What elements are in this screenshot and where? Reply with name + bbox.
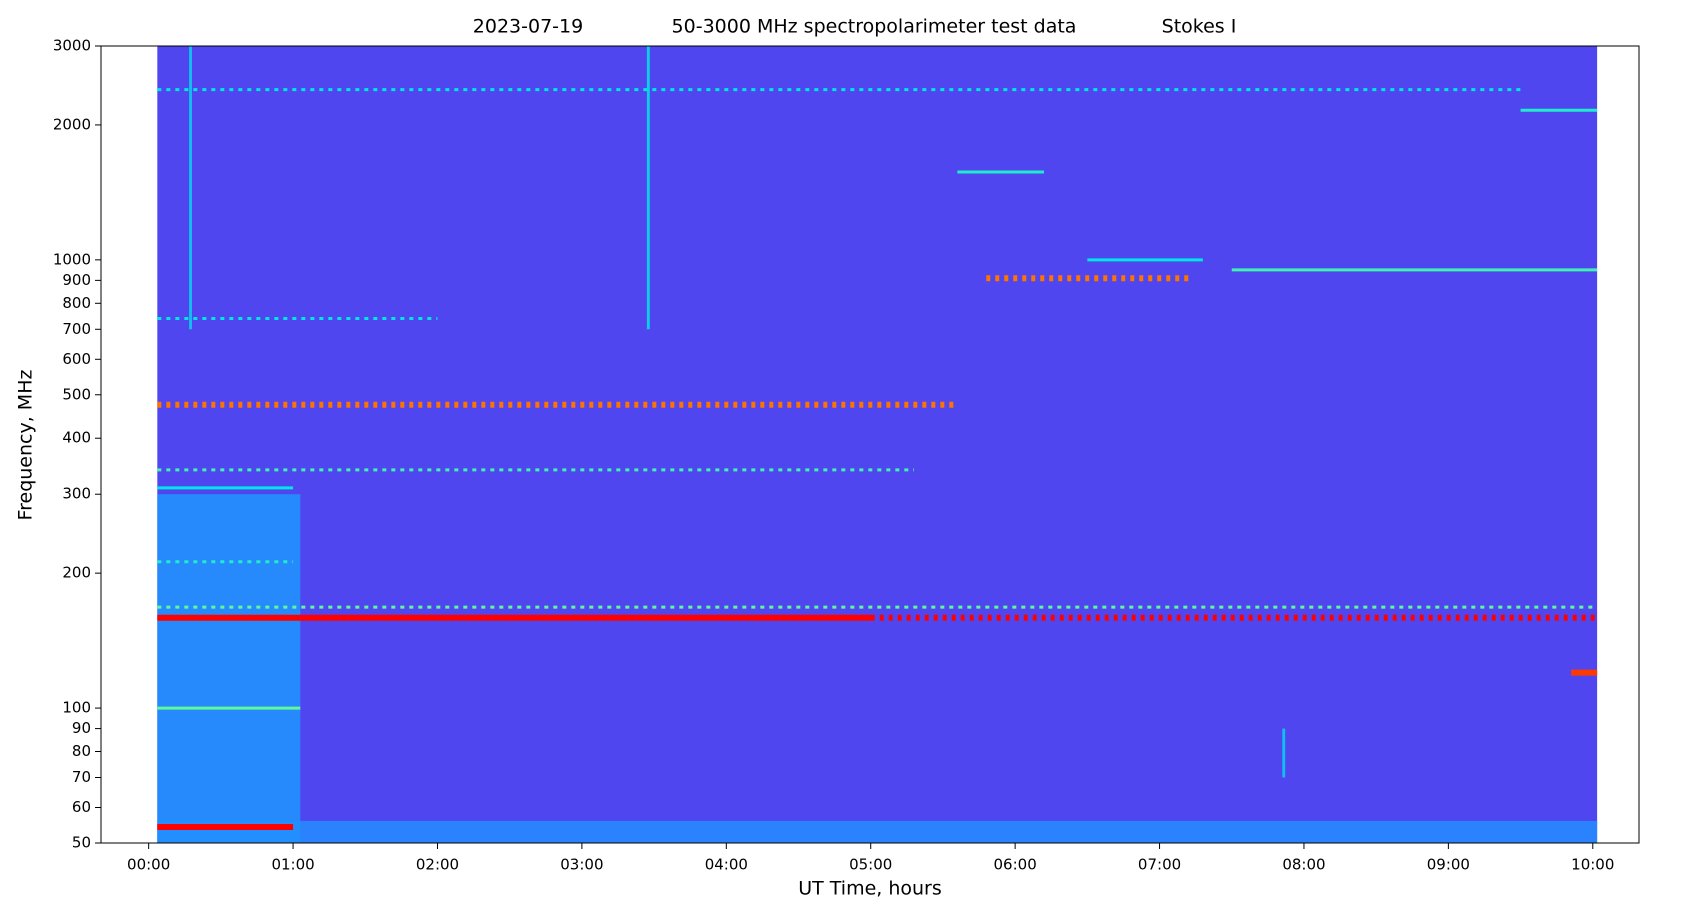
- y-tick-label: 800: [62, 294, 91, 312]
- y-tick-label: 100: [62, 699, 91, 717]
- plot-frame: [100, 45, 1640, 844]
- x-tick-label: 05:00: [849, 856, 892, 874]
- x-tick-label: 04:00: [705, 856, 748, 874]
- intensity-patch: [157, 494, 301, 843]
- x-tick-label: 00:00: [127, 856, 170, 874]
- y-tick-label: 90: [72, 719, 91, 737]
- y-tick-label: 3000: [53, 37, 91, 55]
- x-tick-label: 01:00: [271, 856, 314, 874]
- x-tick-label: 10:00: [1571, 856, 1614, 874]
- y-tick-label: 400: [62, 429, 91, 447]
- intensity-patch: [189, 46, 192, 330]
- y-tick-label: 80: [72, 742, 91, 760]
- y-tick-label: 1000: [53, 250, 91, 268]
- y-tick-label: 600: [62, 350, 91, 368]
- x-tick-label: 08:00: [1282, 856, 1325, 874]
- intensity-patch: [157, 820, 1598, 843]
- intensity-patch: [1282, 728, 1286, 778]
- y-tick-label: 300: [62, 485, 91, 503]
- y-tick-label: 50: [72, 834, 91, 852]
- y-tick-label: 60: [72, 798, 91, 816]
- y-tick-label: 70: [72, 768, 91, 786]
- x-tick-label: 09:00: [1427, 856, 1470, 874]
- y-tick-label: 2000: [53, 115, 91, 133]
- y-tick-label: 500: [62, 385, 91, 403]
- spectrogram-background: [157, 46, 1598, 843]
- x-tick-label: 03:00: [560, 856, 603, 874]
- title-stokes: Stokes I: [1162, 16, 1237, 38]
- y-axis-label: Frequency, MHz: [15, 370, 37, 521]
- x-tick-label: 07:00: [1138, 856, 1181, 874]
- x-tick-label: 02:00: [416, 856, 459, 874]
- y-tick-label: 700: [62, 320, 91, 338]
- x-tick-label: 06:00: [994, 856, 1037, 874]
- title-date: 2023-07-19: [473, 16, 583, 38]
- y-tick-label: 200: [62, 564, 91, 582]
- intensity-patch: [646, 46, 650, 330]
- title-main: 50-3000 MHz spectropolarimeter test data: [672, 16, 1077, 38]
- y-tick-label: 900: [62, 271, 91, 289]
- x-axis-label: UT Time, hours: [798, 878, 942, 900]
